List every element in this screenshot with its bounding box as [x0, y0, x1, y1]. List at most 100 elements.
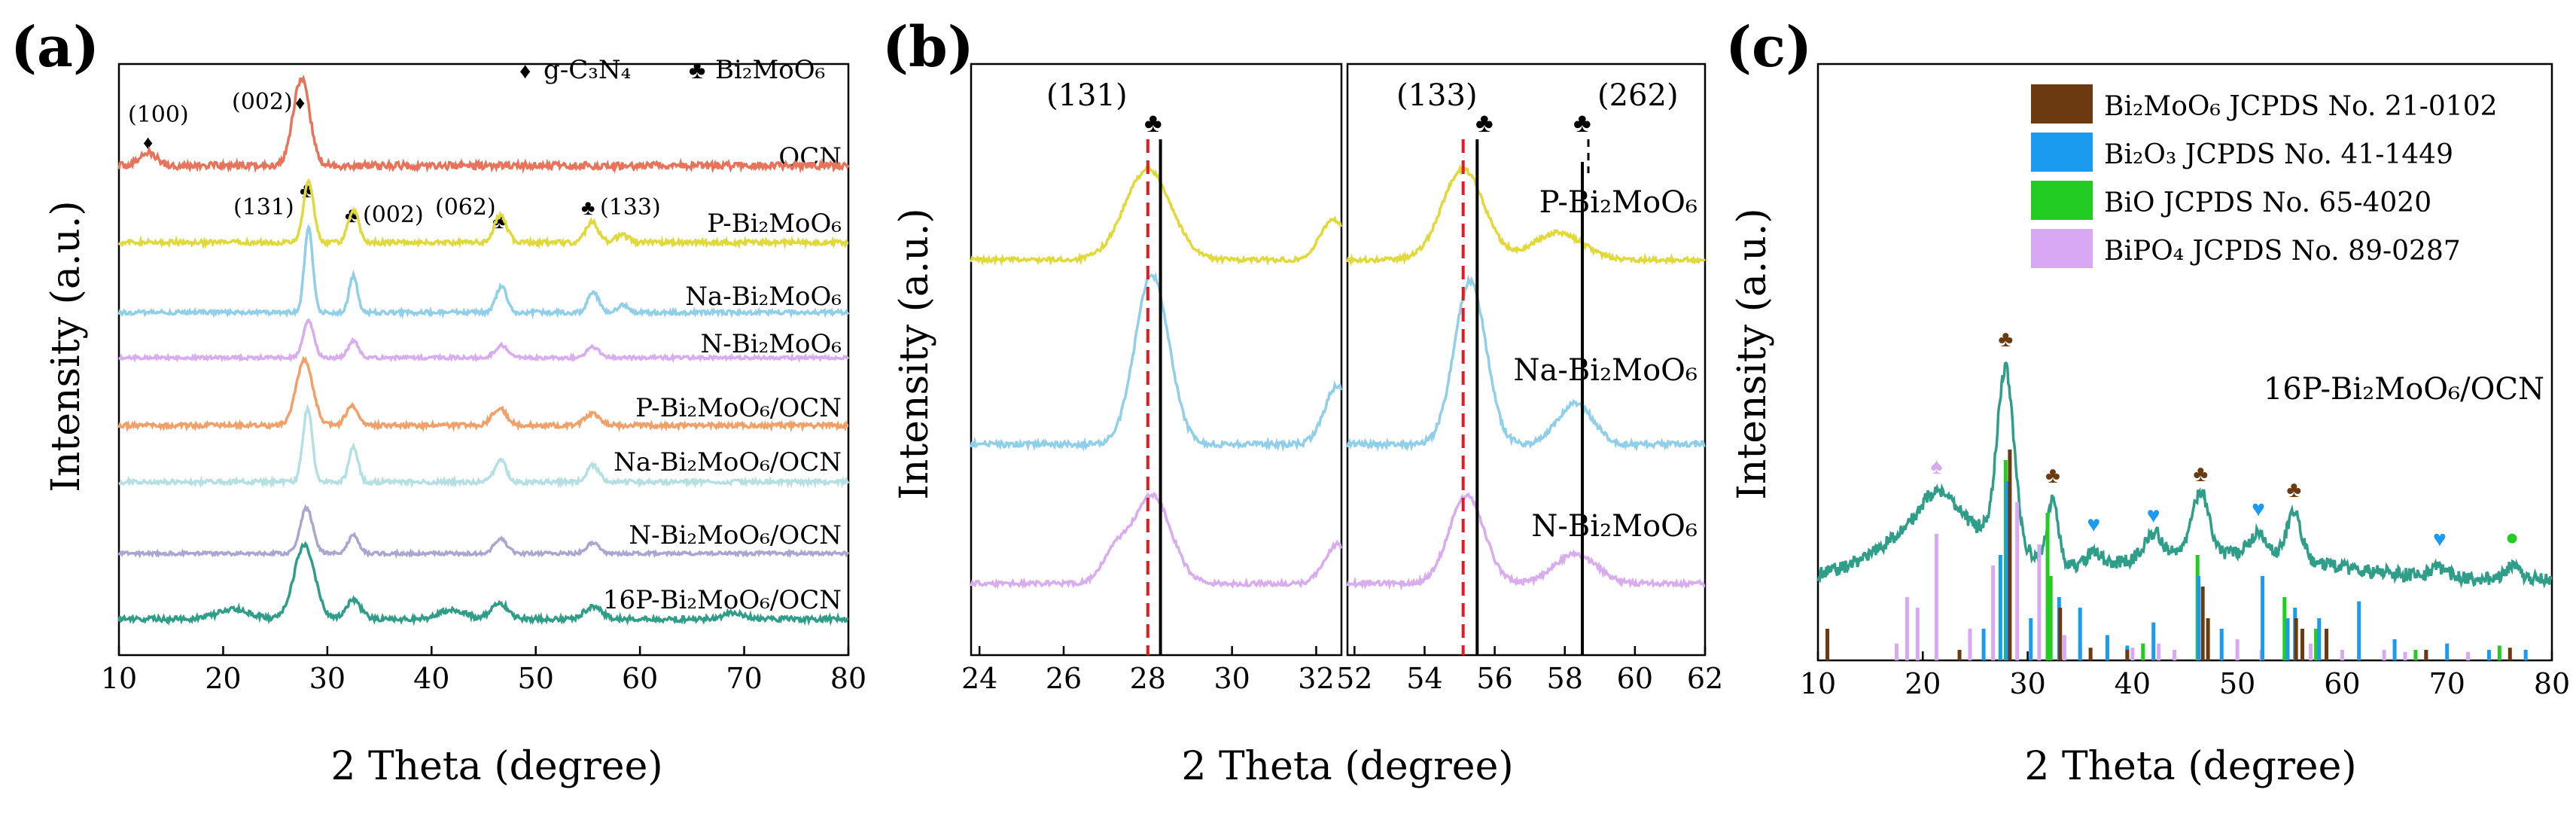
legend-a-diamond: ♦ — [519, 59, 531, 84]
xlabel-b: 2 Theta (degree) — [1181, 744, 1513, 789]
panel-a-x-tick-label: 10 — [101, 662, 137, 695]
panel-c-marker-5: ♣ — [2194, 462, 2209, 486]
diamond-a-002: ♦ — [295, 92, 305, 114]
panel-c-stick-bi2moo6_ref-8 — [2294, 618, 2298, 660]
panel-c-stick-bi2o3_ref-18 — [2445, 643, 2450, 660]
panel-c-stick-bi2o3_ref-8 — [2151, 622, 2156, 660]
panel-c-stick-bi2o3_ref-15 — [2357, 601, 2361, 660]
panel-b2-x-tick-label: 62 — [1687, 662, 1723, 695]
series-label-p-ocn: P-Bi₂MoO₆/OCN — [635, 393, 842, 423]
legend-a-club: ♣ — [689, 56, 705, 84]
panel-a-series-4 — [117, 355, 849, 433]
panel-c-stick-bio_ref-1 — [2045, 513, 2050, 660]
panel-c-marker-0: ♠ — [1930, 454, 1942, 479]
panel-a-series-6 — [117, 504, 850, 559]
hkl-b-262: (262) — [1597, 78, 1679, 113]
hkl-a-133: (133) — [600, 194, 661, 221]
panel-c-frame — [1816, 62, 2553, 662]
panel-a-series-3 — [118, 318, 850, 363]
panel-a-series-7 — [117, 541, 849, 627]
legend-c-bipo4: BiPO₄ JCPDS No. 89-0287 — [2104, 236, 2461, 267]
panel-c-x-tick-label: 40 — [2115, 667, 2151, 700]
club-a-133: ♣ — [581, 197, 595, 220]
diamond-a-100: ♦ — [143, 132, 153, 154]
panel-b1-x-tick-label: 26 — [1046, 662, 1082, 695]
panel-c-stick-bi2o3_ref-11 — [2261, 576, 2265, 660]
panel-c-stick-bi2moo6_ref-11 — [2424, 650, 2428, 660]
panel-b2-x-tick-label: 52 — [1336, 662, 1372, 695]
club-b-133: ♣ — [1475, 108, 1494, 138]
panel-c-stick-bi2moo6_ref-0 — [1825, 629, 1830, 660]
panel-a-x-tick-label: 30 — [309, 662, 346, 695]
series-label-n-ocn: N-Bi₂MoO₆/OCN — [629, 520, 842, 550]
panel-b1-series-0 — [970, 165, 1343, 267]
panel-b2-series-2 — [1346, 492, 1706, 591]
panel-b1-x-tick-label: 28 — [1130, 662, 1166, 695]
legend-a-bi2moo6: Bi₂MoO₆ — [715, 55, 825, 85]
panel-c-x-tick-label: 20 — [1905, 667, 1941, 700]
panel-a-x-tick-label: 70 — [726, 662, 762, 695]
series-label-16p-ocn: 16P-Bi₂MoO₆/OCN — [603, 585, 842, 615]
panel-c-stick-bi2o3_ref-10 — [2219, 629, 2224, 660]
panel-c-stick-bi2o3_ref-20 — [2523, 650, 2528, 660]
panel-c-stick-bipo4_ref-5 — [1991, 566, 1996, 660]
panel-label-b: (b) — [882, 15, 974, 80]
panel-c-stick-bi2moo6_ref-4 — [2088, 648, 2093, 660]
panel-c-stick-bipo4_ref-18 — [2403, 651, 2407, 660]
panel-b2-x-tick-label: 56 — [1476, 662, 1512, 695]
panel-c-marker-2: ♣ — [2045, 463, 2060, 488]
panel-b1-series-1 — [970, 271, 1343, 453]
chart-marks-layer: 10 20 30 40 50 60 70 80 24 26 28 30 32 52 54 56 58 60 62 10… — [101, 62, 2570, 700]
panel-c-marker-1: ♣ — [1998, 327, 2013, 352]
series-label-p: P-Bi₂MoO₆ — [707, 209, 842, 239]
series-label-b-n: N-Bi₂MoO₆ — [1531, 509, 1698, 544]
hkl-b-131: (131) — [1046, 78, 1128, 113]
panel-c-marker-3: ♥ — [2087, 512, 2100, 537]
xlabel-a: 2 Theta (degree) — [330, 744, 662, 789]
legend-a-gc3n4: g-C₃N₄ — [544, 55, 631, 85]
panel-c-x-tick-label: 30 — [2009, 667, 2045, 700]
panel-c-stick-bipo4_ref-19 — [2466, 651, 2471, 660]
panel-c-x-tick-label: 80 — [2534, 667, 2570, 700]
ylabel-a: Intensity (a.u.) — [44, 200, 89, 492]
series-label-na-ocn: Na-Bi₂MoO₆/OCN — [614, 447, 842, 477]
panel-c-stick-bipo4_ref-12 — [2173, 650, 2177, 660]
panel-b2-series-1 — [1346, 274, 1706, 453]
panel-c-marker-4: ♥ — [2147, 503, 2160, 528]
panel-c-stick-bipo4_ref-1 — [1905, 597, 1909, 660]
panel-c-x-tick-label: 70 — [2429, 667, 2465, 700]
panel-c-stick-bi2moo6_ref-1 — [1957, 650, 1962, 660]
panel-c-stick-bi2o3_ref-2 — [2005, 481, 2009, 660]
panel-c-stick-bio_ref-8 — [2497, 645, 2501, 660]
panel-c-marker-8: ♥ — [2433, 526, 2447, 551]
panel-c-stick-bi2o3_ref-12 — [2285, 618, 2290, 660]
panel-a-series-0 — [117, 74, 850, 174]
hkl-b-133: (133) — [1396, 78, 1478, 113]
panel-c-stick-bio_ref-2 — [2048, 576, 2053, 660]
panel-c-x-tick-label: 50 — [2219, 667, 2255, 700]
panel-a-series-2 — [117, 224, 850, 320]
club-b-262: ♣ — [1573, 108, 1591, 138]
panel-a-x-tick-label: 80 — [830, 662, 866, 695]
legend-c-swatch-bi2moo6 — [2031, 84, 2093, 123]
panel-b2-x-tick-label: 60 — [1617, 662, 1653, 695]
panel-c-stick-bipo4_ref-17 — [2382, 650, 2386, 660]
panel-c-marker-6: ♥ — [2252, 496, 2265, 521]
panel-c-x-tick-label: 10 — [1800, 667, 1836, 700]
panel-c-stick-bipo4_ref-8 — [2062, 635, 2066, 660]
panel-label-c: (c) — [1725, 15, 1812, 80]
panel-c-stick-bi2o3_ref-6 — [2105, 635, 2109, 660]
panel-c-stick-bipo4_ref-16 — [2340, 650, 2344, 660]
panel-c-stick-bi2o3_ref-1 — [1998, 555, 2002, 660]
panel-a-x-tick-label: 20 — [205, 662, 241, 695]
panel-c-stick-bipo4_ref-0 — [1894, 643, 1899, 660]
panel-b1-x-tick-label: 30 — [1213, 662, 1250, 695]
hkl-a-062: (062) — [435, 194, 496, 221]
panel-c-x-tick-label: 60 — [2324, 667, 2360, 700]
panel-c-stick-bipo4_ref-6 — [2015, 502, 2020, 660]
panel-a-series-1 — [117, 178, 849, 250]
hkl-a-131: (131) — [233, 194, 294, 221]
panel-c-stick-bi2moo6_ref-10 — [2325, 629, 2329, 660]
panel-c-stick-bio_ref-5 — [2282, 597, 2287, 660]
panel-c-stick-bipo4_ref-7 — [2037, 544, 2042, 660]
